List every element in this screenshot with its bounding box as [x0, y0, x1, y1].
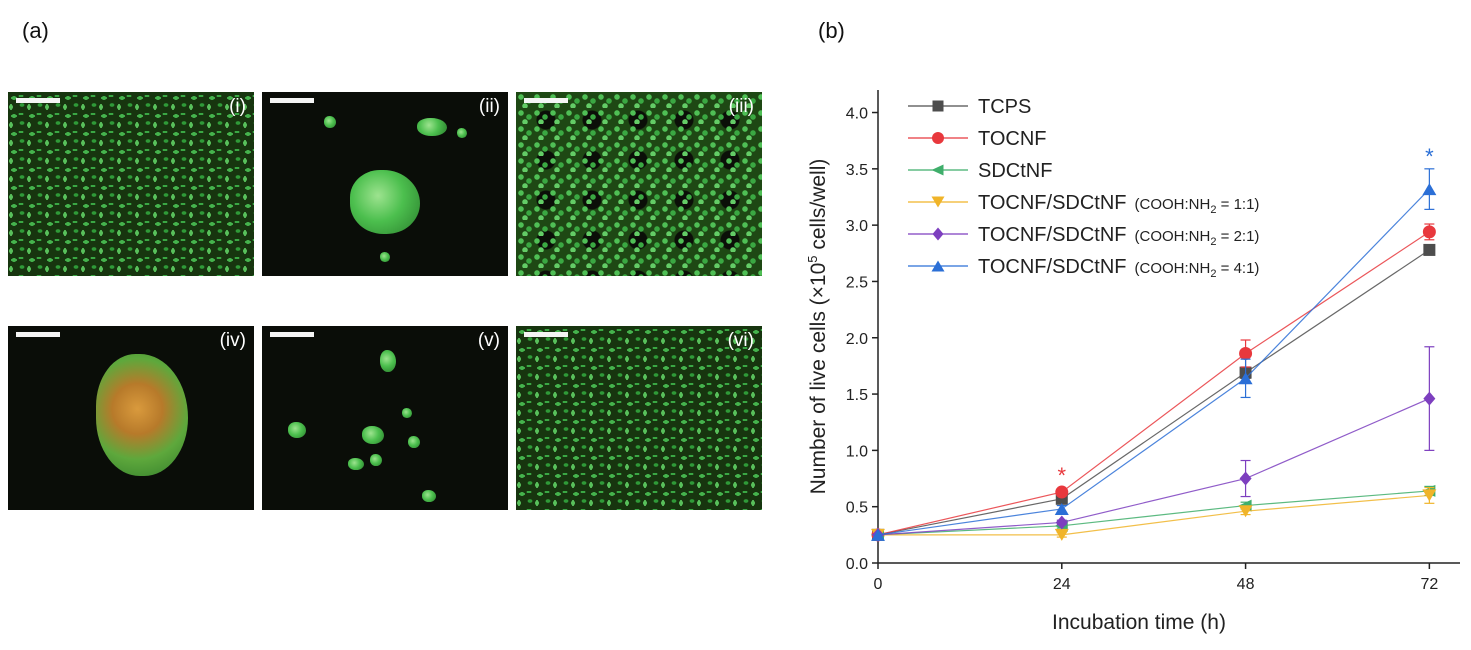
micrograph-v: (v) [262, 326, 508, 510]
series-line [877, 231, 1430, 536]
y-tick-label: 3.5 [846, 162, 868, 179]
panel-b-label: (b) [818, 18, 845, 43]
y-tick-label: 0.5 [846, 500, 868, 517]
micrograph-label: (v) [477, 330, 500, 351]
live-cells-line-chart: 0.0 0.5 1.0 1.5 2.0 2.5 3.0 3.5 4.0 0 24 48 72 Incuba… [805, 90, 1460, 634]
data-point [1239, 471, 1252, 486]
y-tick-label: 3.0 [846, 218, 868, 235]
legend-marker [931, 260, 945, 272]
cell-cluster [324, 116, 336, 128]
data-point [1054, 502, 1069, 515]
cell-cluster [96, 354, 188, 476]
y-tick-label: 1.0 [846, 443, 868, 460]
legend-marker [931, 164, 944, 176]
micrograph-label: (iii) [728, 96, 754, 117]
cell-cluster [402, 408, 412, 418]
y-tick-label: 1.5 [846, 387, 868, 404]
legend-marker [932, 227, 944, 241]
legend-label: TOCNF/SDCtNF (COOH:NH2 = 2:1) [978, 224, 1259, 248]
data-point [1423, 391, 1436, 406]
cell-cluster [362, 426, 384, 444]
data-point [1423, 243, 1436, 256]
x-tick-label: 0 [874, 576, 883, 593]
micrograph-i: (i) [8, 92, 254, 276]
cell-network [516, 92, 762, 276]
cell-cluster [380, 252, 390, 262]
micrograph-label: (i) [229, 96, 246, 117]
micrograph-label: (vi) [727, 330, 754, 351]
legend-marker [932, 132, 944, 144]
legend-label: TCPS [978, 96, 1031, 118]
cell-cluster [288, 422, 306, 438]
y-axis-label: Number of live cells (×105 cells/well) [805, 159, 830, 495]
scale-bar [270, 332, 314, 337]
y-tick-label: 0.0 [846, 556, 868, 573]
legend-label: TOCNF/SDCtNF (COOH:NH2 = 1:1) [978, 192, 1259, 216]
legend-label: TOCNF [978, 128, 1047, 150]
panel-a-label: (a) [22, 18, 49, 43]
micrograph-label: (ii) [478, 96, 500, 117]
legend-label: SDCtNF [978, 160, 1052, 182]
y-tick-label: 2.5 [846, 274, 868, 291]
y-tick-label: 2.0 [846, 331, 868, 348]
cell-cluster [422, 490, 436, 502]
cell-cluster [457, 128, 467, 138]
data-point [1422, 225, 1436, 239]
cell-monolayer [8, 92, 254, 276]
y-tick-label: 4.0 [846, 106, 868, 123]
micrograph-iv: (iv) [8, 326, 254, 510]
cell-cluster [348, 458, 364, 470]
scale-bar [16, 332, 60, 337]
x-axis-label: Incubation time (h) [1052, 611, 1226, 634]
scale-bar [524, 332, 568, 337]
scale-bar [16, 98, 60, 103]
data-point [871, 528, 885, 541]
data-point [1055, 485, 1069, 499]
series-line [878, 494, 1430, 536]
data-point [1055, 515, 1068, 530]
cell-cluster [350, 170, 420, 234]
series-line [877, 249, 1430, 536]
scale-bar [270, 98, 314, 103]
legend-marker [931, 196, 945, 208]
series-line [877, 188, 1430, 536]
series-line [877, 398, 1430, 536]
micrograph-label: (iv) [219, 330, 246, 351]
cell-monolayer [516, 326, 762, 510]
x-tick-label: 24 [1053, 576, 1071, 593]
significance-asterisk: * [1058, 463, 1067, 488]
micrograph-vi: (vi) [516, 326, 762, 510]
micrograph-ii: (ii) [262, 92, 508, 276]
data-point [1239, 347, 1253, 361]
scale-bar [524, 98, 568, 103]
data-point [1238, 372, 1253, 385]
significance-asterisk: * [1425, 144, 1434, 169]
data-point [1238, 505, 1253, 518]
x-tick-label: 72 [1420, 576, 1438, 593]
cell-cluster [380, 350, 396, 372]
legend-marker [932, 100, 944, 112]
cell-cluster [370, 454, 382, 466]
cell-cluster [417, 118, 447, 136]
series-line [877, 490, 1430, 536]
micrograph-iii: (iii) [516, 92, 762, 276]
x-tick-label: 48 [1237, 576, 1255, 593]
data-point [1422, 489, 1437, 502]
legend-label: TOCNF/SDCtNF (COOH:NH2 = 4:1) [978, 256, 1259, 280]
cell-cluster [408, 436, 420, 448]
data-point [1422, 183, 1437, 196]
data-point [1054, 528, 1069, 541]
